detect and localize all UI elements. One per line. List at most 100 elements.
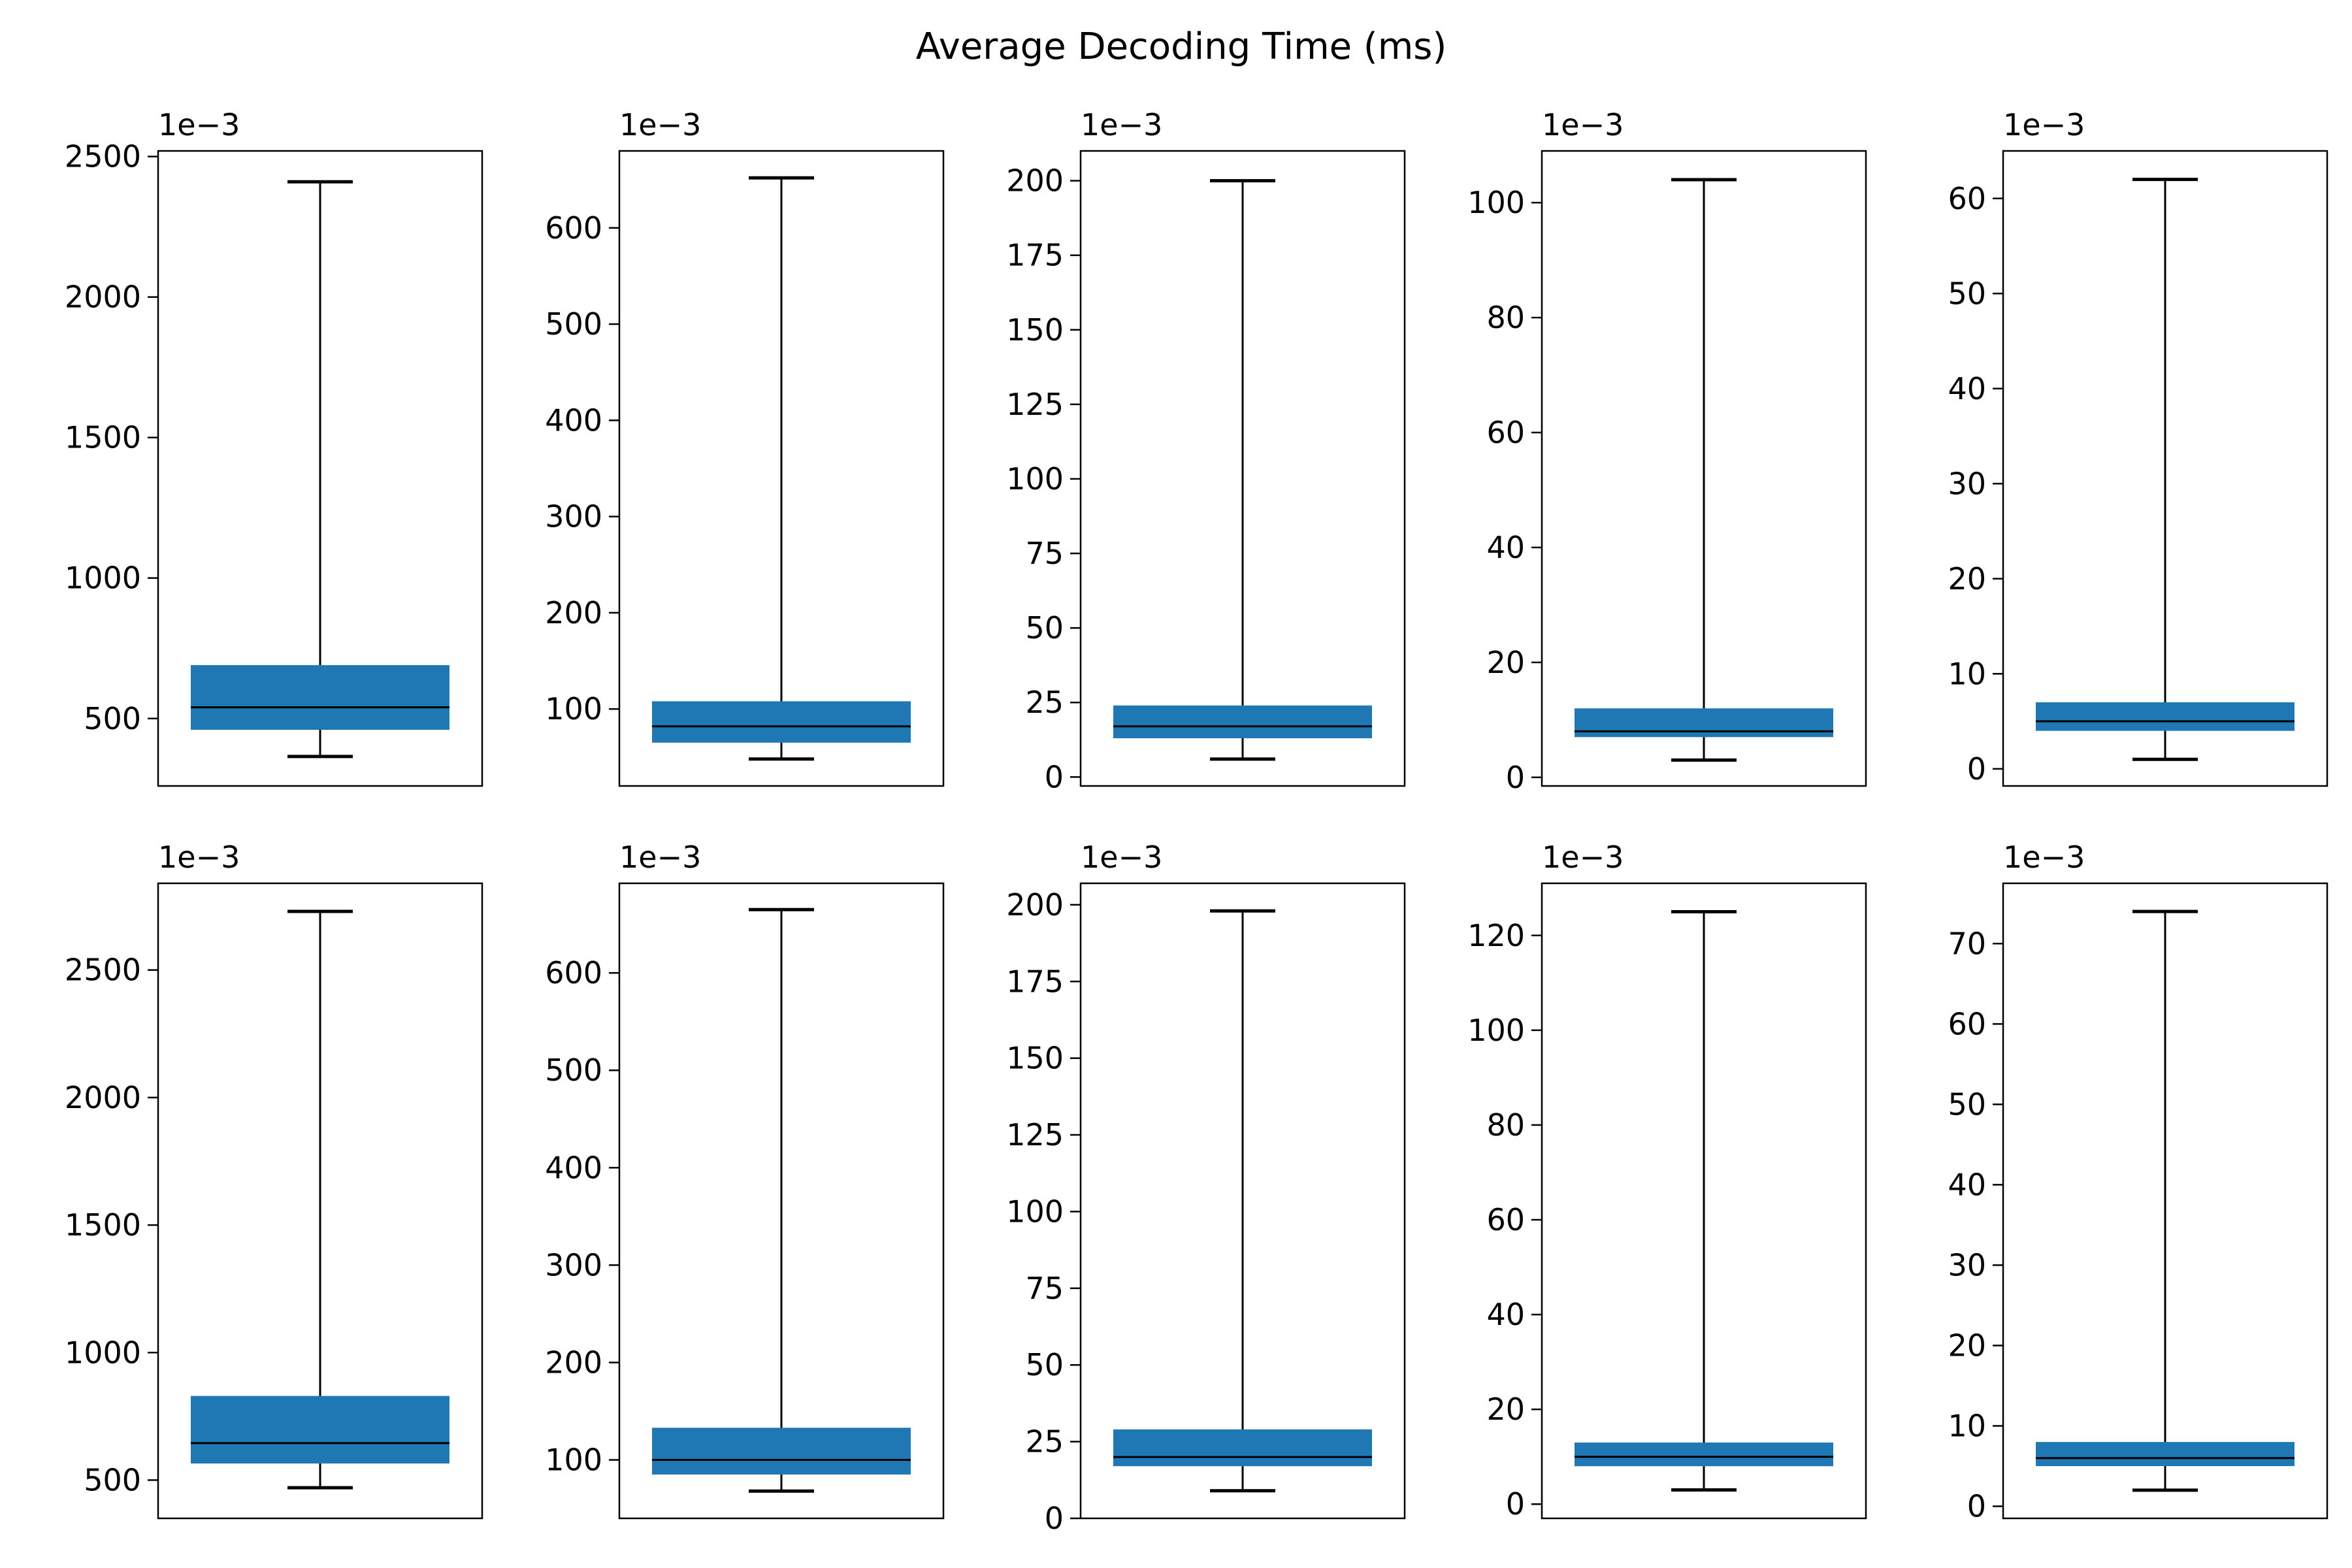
axes-frame bbox=[157, 882, 483, 1520]
y-offset-label: 1e−3 bbox=[2003, 107, 2085, 142]
y-tick-label: 30 bbox=[1948, 466, 1986, 501]
box-body bbox=[652, 1428, 911, 1475]
box-body bbox=[2036, 1442, 2295, 1467]
y-tick-label: 20 bbox=[1486, 1392, 1525, 1427]
axes-frame bbox=[618, 882, 945, 1520]
y-tick-label: 50 bbox=[1948, 1086, 1986, 1122]
y-offset-label: 1e−3 bbox=[2003, 840, 2085, 875]
box-body bbox=[1575, 1442, 1833, 1467]
axes-frame bbox=[2002, 150, 2328, 787]
y-tick-label: 10 bbox=[1948, 656, 1986, 691]
axes-frame bbox=[618, 150, 945, 787]
box-body bbox=[1113, 1429, 1372, 1467]
y-tick-label: 40 bbox=[1948, 371, 1986, 406]
y-tick-label: 70 bbox=[1948, 926, 1986, 961]
y-tick-label: 500 bbox=[545, 1053, 602, 1088]
y-tick-label: 30 bbox=[1948, 1247, 1986, 1282]
subplot-grid: 50010001500200025001e−310020030040050060… bbox=[65, 107, 2328, 1536]
y-tick-label: 2500 bbox=[65, 139, 141, 174]
y-tick-label: 0 bbox=[1506, 1486, 1525, 1522]
y-tick-label: 0 bbox=[1045, 759, 1064, 794]
y-tick-label: 50 bbox=[1948, 276, 1986, 311]
y-offset-label: 1e−3 bbox=[1081, 840, 1162, 875]
y-tick-label: 0 bbox=[1967, 751, 1986, 787]
axes-frame bbox=[1541, 882, 1867, 1520]
y-tick-label: 120 bbox=[1467, 918, 1525, 953]
box-body bbox=[2036, 702, 2295, 731]
y-tick-label: 80 bbox=[1486, 1107, 1525, 1143]
axes-frame bbox=[1079, 150, 1406, 787]
y-tick-label: 10 bbox=[1948, 1409, 1986, 1444]
y-tick-label: 200 bbox=[1006, 163, 1064, 199]
y-tick-label: 40 bbox=[1486, 1297, 1525, 1332]
subplot-2-3: 0 25 50 75 100 125 150 175 200 1e−3 bbox=[1006, 840, 1406, 1536]
y-tick-label: 400 bbox=[545, 402, 602, 438]
figure-title: Average Decoding Time (ms) bbox=[916, 25, 1447, 68]
subplot-1-2: 100 200 300 400 500 600 1e−3 bbox=[545, 107, 945, 787]
box-body bbox=[1575, 708, 1833, 738]
y-tick-label: 600 bbox=[545, 955, 602, 990]
y-tick-label: 300 bbox=[545, 1247, 602, 1282]
y-tick-label: 0 bbox=[1506, 760, 1525, 795]
y-tick-label: 175 bbox=[1006, 238, 1064, 273]
y-tick-label: 20 bbox=[1948, 561, 1986, 596]
y-tick-label: 50 bbox=[1025, 1347, 1064, 1382]
subplot-1-4: 0 20 40 60 80 100 1e−3 bbox=[1467, 107, 1867, 795]
axes-frame bbox=[1541, 150, 1867, 787]
y-tick-label: 500 bbox=[84, 701, 141, 736]
y-offset-label: 1e−3 bbox=[1542, 840, 1624, 875]
subplot-2-1: 500 1000 1500 2000 2500 1e−3 bbox=[65, 840, 483, 1520]
y-tick-label: 125 bbox=[1006, 1117, 1064, 1152]
y-tick-label: 200 bbox=[545, 595, 602, 630]
y-offset-label: 1e−3 bbox=[1542, 107, 1624, 142]
box-body bbox=[1113, 705, 1372, 738]
subplot-1-3: 0 25 50 75 100 125 150 175 200 1e−3 bbox=[1006, 107, 1406, 794]
y-tick-label: 1500 bbox=[65, 1207, 141, 1243]
y-tick-label: 300 bbox=[545, 499, 602, 534]
y-offset-label: 1e−3 bbox=[1081, 107, 1162, 142]
y-tick-label: 2500 bbox=[65, 953, 141, 988]
box-body bbox=[191, 665, 449, 730]
subplot-1-1: 500 1000 1500 2000 2500 1e−3 bbox=[65, 107, 483, 787]
y-tick-label: 400 bbox=[545, 1150, 602, 1185]
y-tick-label: 2000 bbox=[65, 280, 141, 315]
y-offset-label: 1e−3 bbox=[158, 840, 240, 875]
y-tick-label: 125 bbox=[1006, 387, 1064, 422]
y-tick-label: 1500 bbox=[65, 420, 141, 455]
y-offset-label: 1e−3 bbox=[158, 107, 240, 142]
y-tick-label: 50 bbox=[1025, 610, 1064, 645]
y-tick-label: 100 bbox=[1467, 185, 1525, 220]
axes-frame bbox=[1079, 882, 1406, 1520]
y-tick-label: 20 bbox=[1486, 645, 1525, 680]
y-tick-label: 150 bbox=[1006, 312, 1064, 348]
axes-frame bbox=[2002, 882, 2328, 1520]
y-tick-label: 75 bbox=[1025, 536, 1064, 571]
y-tick-label: 40 bbox=[1486, 530, 1525, 565]
y-tick-label: 80 bbox=[1486, 300, 1525, 335]
y-tick-label: 60 bbox=[1486, 415, 1525, 450]
y-tick-label: 500 bbox=[84, 1462, 141, 1497]
y-tick-label: 0 bbox=[1045, 1501, 1064, 1536]
axes-frame bbox=[157, 150, 483, 787]
subplot-2-5: 0 10 20 30 40 50 60 70 1e−3 bbox=[1948, 840, 2328, 1524]
y-tick-label: 75 bbox=[1025, 1271, 1064, 1306]
y-tick-label: 60 bbox=[1486, 1202, 1525, 1237]
y-tick-label: 200 bbox=[1006, 887, 1064, 923]
subplot-1-5: 0 10 20 30 40 50 60 1e−3 bbox=[1948, 107, 2328, 787]
y-tick-label: 175 bbox=[1006, 964, 1064, 999]
subplot-2-2: 100 200 300 400 500 600 1e−3 bbox=[545, 840, 945, 1520]
y-tick-label: 25 bbox=[1025, 685, 1064, 720]
y-tick-label: 150 bbox=[1006, 1041, 1064, 1076]
y-offset-label: 1e−3 bbox=[619, 840, 701, 875]
y-tick-label: 100 bbox=[545, 691, 602, 727]
y-tick-label: 25 bbox=[1025, 1424, 1064, 1460]
y-tick-label: 2000 bbox=[65, 1080, 141, 1115]
box-body bbox=[191, 1396, 449, 1464]
y-tick-label: 1000 bbox=[65, 1335, 141, 1370]
y-tick-label: 40 bbox=[1948, 1167, 1986, 1202]
y-tick-label: 100 bbox=[1006, 461, 1064, 497]
y-tick-label: 0 bbox=[1967, 1489, 1986, 1524]
y-tick-label: 200 bbox=[545, 1345, 602, 1380]
y-tick-label: 100 bbox=[1006, 1194, 1064, 1229]
